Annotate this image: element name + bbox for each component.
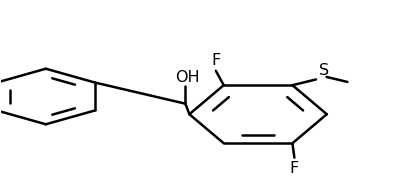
Text: OH: OH <box>175 70 200 85</box>
Text: S: S <box>319 63 329 78</box>
Text: F: F <box>211 53 221 68</box>
Text: F: F <box>290 161 299 175</box>
